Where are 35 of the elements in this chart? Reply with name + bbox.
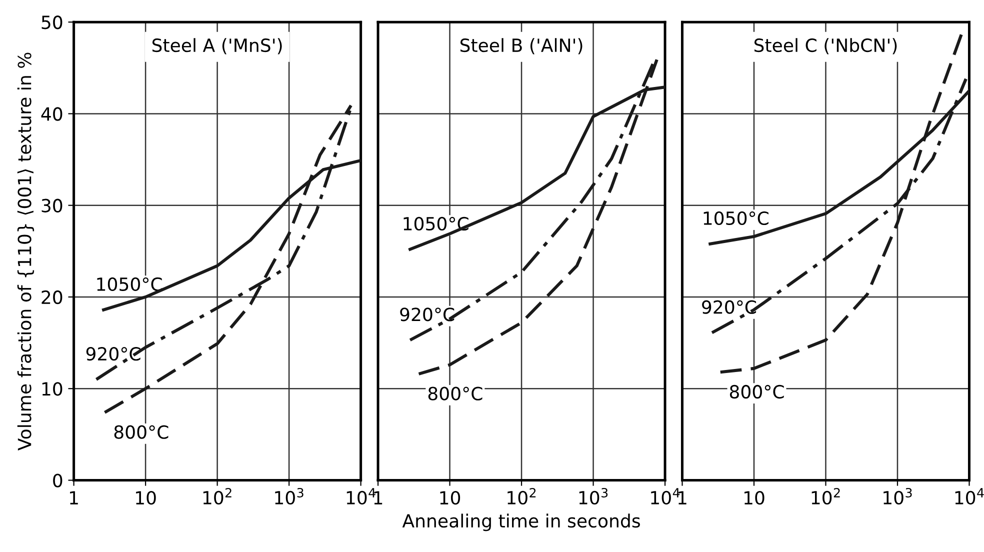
y-axis-title: Volume fraction of {110} ⟨001⟩ texture in % [17,52,34,450]
series-label: 800°C [730,384,784,399]
x-tick-label: 10$^{4}$ [346,488,376,505]
x-tick-label: 10$^{3}$ [579,488,608,504]
series-label: 1050°C [404,216,468,231]
x-tick-label: 1 [374,491,382,504]
series-label: 1050°C [704,211,768,226]
x-tick-label: 10 [440,490,460,505]
series-label: 800°C [114,425,168,439]
x-tick-label: 10$^{4}$ [651,488,680,505]
x-tick-label: 1 [70,491,78,504]
series-label: 1050°C [97,277,162,292]
text: Steel A ('MnS') [152,38,282,54]
x-tick-label: 10 [744,490,764,505]
series-label: 920°C [702,300,756,314]
y-tick-label: 50 [42,16,62,30]
x-tick-label: 10$^{4}$ [955,488,984,505]
x-axis-title: Annealing time in seconds [402,514,640,532]
y-tick-label: 10 [42,382,62,396]
y-tick-label: 0 [53,474,62,488]
x-tick-label: 10 [136,490,156,505]
y-tick-label: 20 [42,290,62,304]
x-tick-label: 1 [678,491,686,504]
series-label: 800°C [428,386,482,400]
text: Steel C ('NbCN') [754,38,897,54]
x-tick-label: 10$^{2}$ [508,488,536,504]
y-tick-label: 40 [41,107,62,121]
x-tick-label: 10$^{3}$ [275,488,304,504]
x-tick-label: 10$^{2}$ [203,488,232,504]
x-tick-label: 10$^{3}$ [884,488,912,504]
text: Steel B ('AlN') [460,38,582,54]
series-label: 920°C [86,347,140,361]
series-label: 920°C [400,308,454,322]
y-tick-label: 30 [42,198,62,212]
x-tick-label: 10$^{2}$ [812,488,840,504]
